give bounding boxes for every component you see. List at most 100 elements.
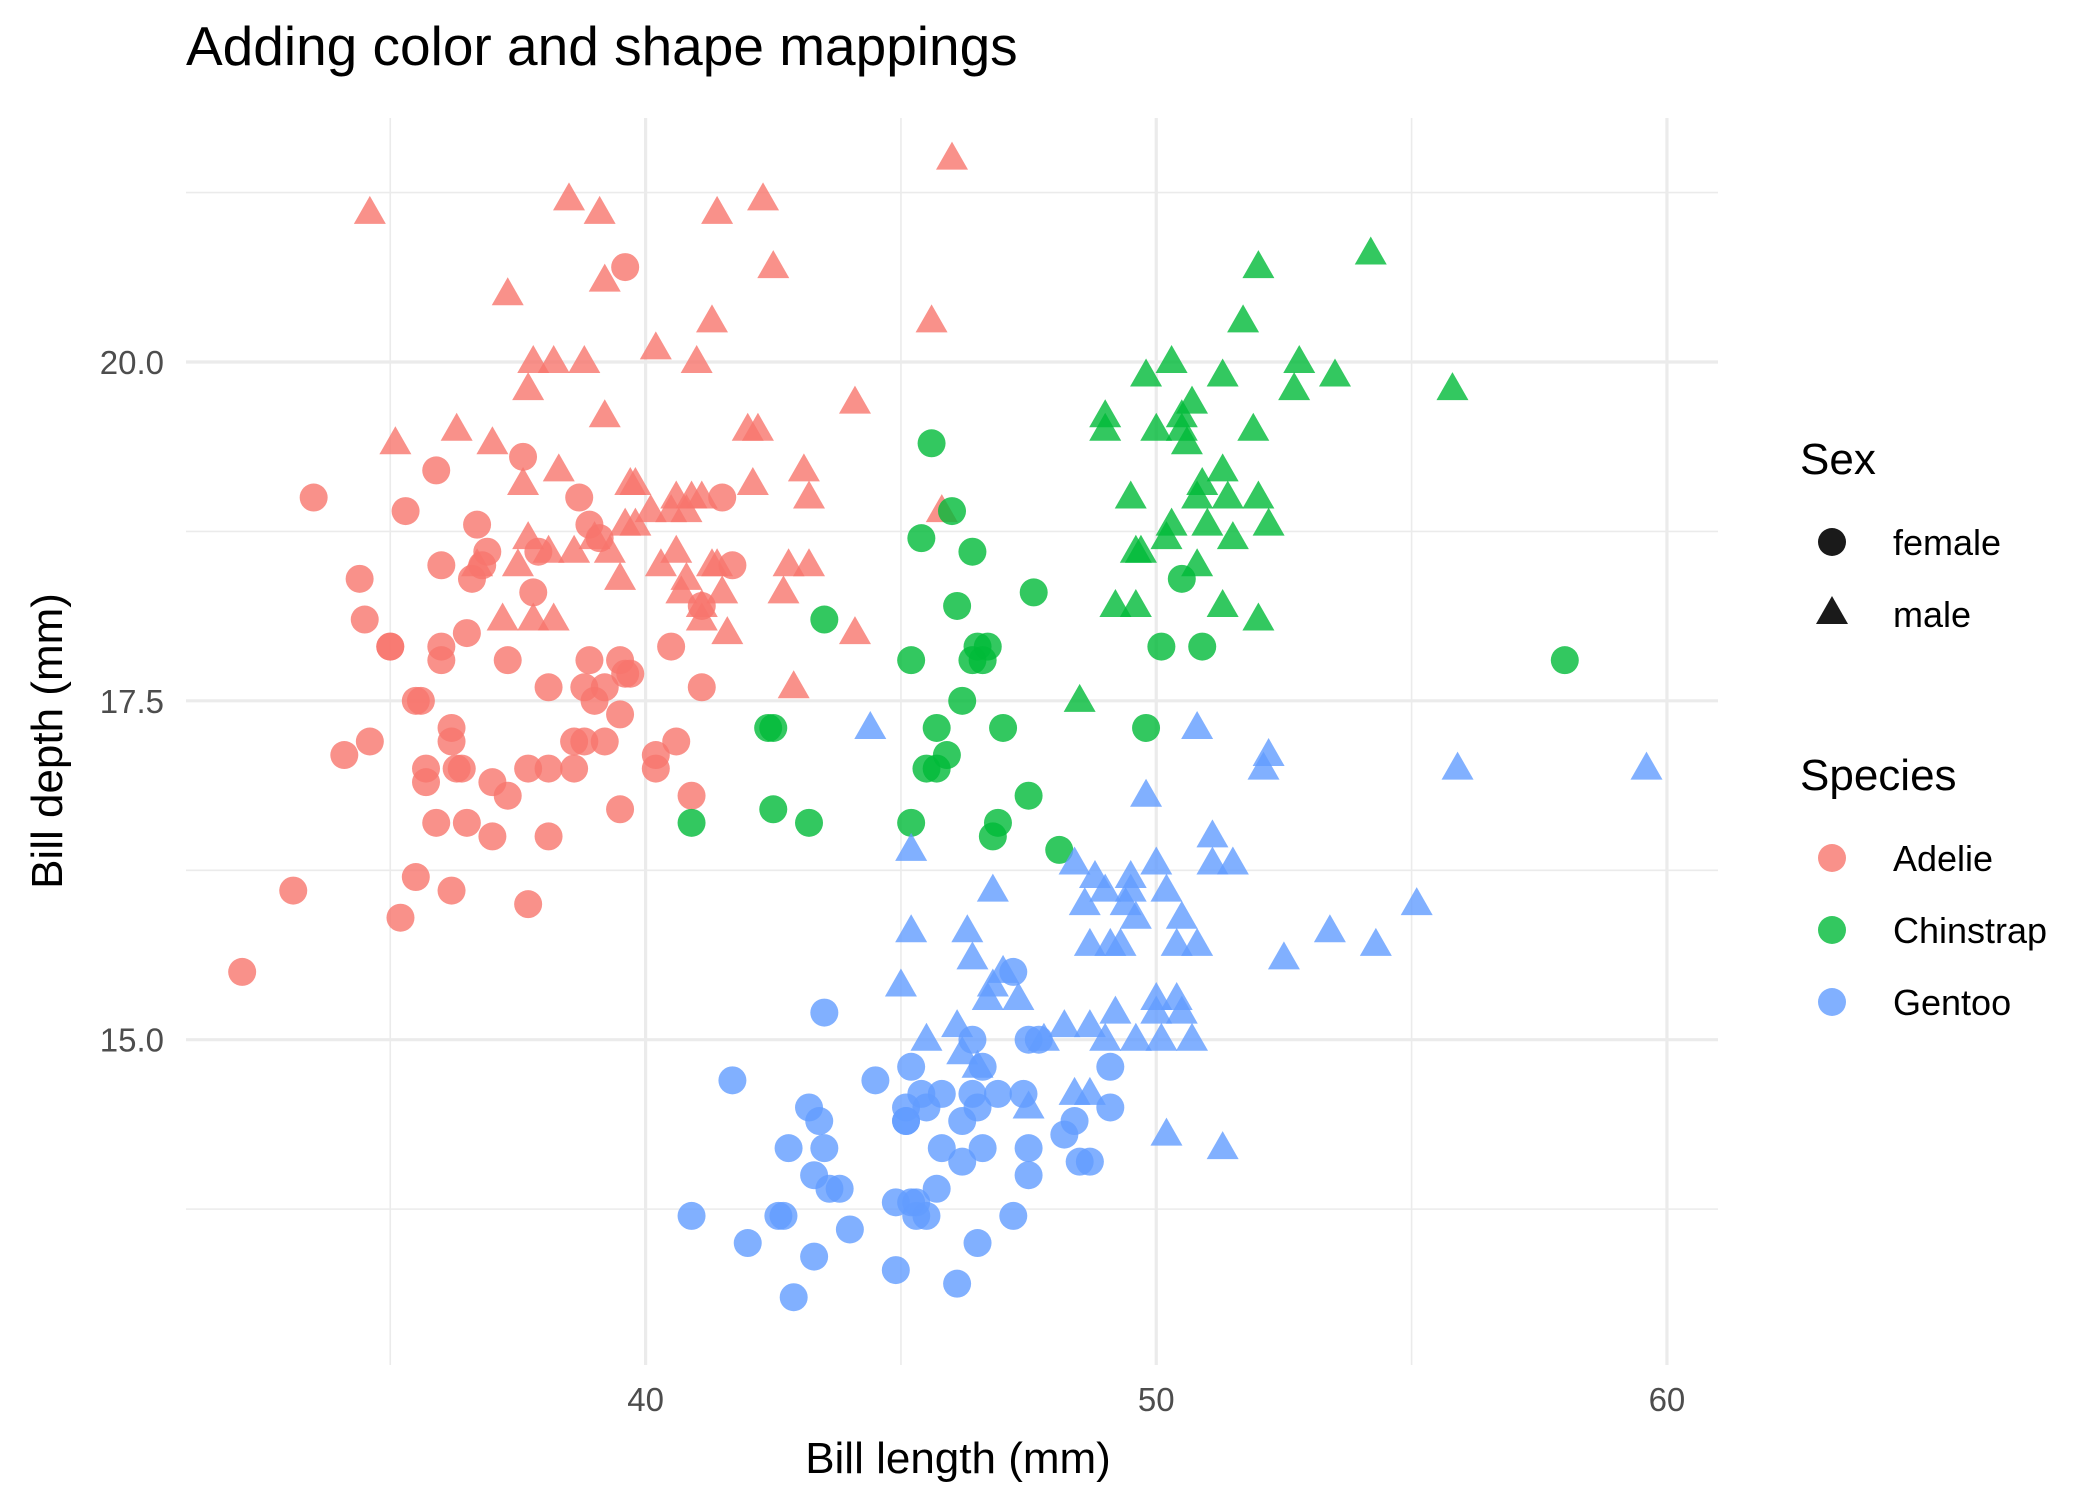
data-point [895, 914, 928, 943]
y-axis-ticks: 15.0 17.5 20.0 [100, 344, 164, 1059]
data-point [706, 575, 739, 604]
data-point [1206, 588, 1239, 617]
data-point [391, 497, 420, 526]
data-point [575, 646, 604, 675]
data-point [447, 754, 476, 783]
data-point [463, 510, 492, 539]
legend-sex-title: Sex [1800, 435, 1876, 484]
data-point [1155, 507, 1188, 536]
data-point [379, 426, 412, 455]
data-point [1132, 713, 1161, 742]
data-point [1073, 1009, 1106, 1038]
data-point [534, 673, 563, 702]
data-point [1058, 1076, 1091, 1105]
data-point [1176, 385, 1209, 414]
data-point [422, 808, 451, 837]
data-point [1441, 751, 1474, 780]
data-point [1048, 1009, 1081, 1038]
data-point [1089, 399, 1122, 428]
data-point [606, 700, 635, 729]
data-point [1196, 819, 1229, 848]
data-point [604, 561, 637, 590]
data-point [558, 534, 591, 563]
data-point [512, 521, 545, 550]
data-point [1227, 304, 1260, 333]
data-point [736, 466, 769, 495]
data-point [854, 710, 887, 739]
data-point [787, 453, 820, 482]
data-point [912, 1201, 941, 1230]
data-point [542, 453, 575, 482]
data-point [1313, 914, 1346, 943]
data-point [677, 1201, 706, 1230]
data-point [774, 1134, 803, 1163]
data-point [948, 686, 977, 715]
data-point [1170, 426, 1203, 455]
data-point [355, 727, 384, 756]
data-point [1400, 887, 1433, 916]
data-point [1119, 900, 1152, 929]
y-axis-title: Bill depth (mm) [23, 593, 72, 889]
data-point [1075, 1147, 1104, 1176]
data-point [279, 876, 308, 905]
data-point [452, 808, 481, 837]
legend-sex: Sex female male [1800, 435, 2001, 635]
series-adelie-male [353, 141, 968, 699]
data-point [948, 1147, 977, 1176]
data-point [1002, 982, 1035, 1011]
data-point [687, 673, 716, 702]
data-point [897, 646, 926, 675]
data-point [660, 534, 693, 563]
data-point [976, 873, 1009, 902]
data-point [611, 253, 640, 282]
x-tick-label: 60 [1649, 1381, 1686, 1418]
data-point [1140, 412, 1173, 441]
data-point [943, 591, 972, 620]
data-point [1014, 781, 1043, 810]
data-point [983, 808, 1012, 837]
data-point [927, 1134, 956, 1163]
data-point [519, 578, 548, 607]
data-point [1068, 887, 1101, 916]
data-point [1181, 548, 1214, 577]
data-point [493, 646, 522, 675]
data-point [353, 195, 386, 224]
data-point [759, 795, 788, 824]
data-point [1099, 995, 1132, 1024]
data-point [1242, 250, 1275, 279]
data-point [759, 713, 788, 742]
data-point [1206, 453, 1239, 482]
data-point [662, 727, 691, 756]
data-point [701, 548, 734, 577]
data-point [1278, 372, 1311, 401]
data-point [619, 466, 652, 495]
legend-species-title: Species [1800, 751, 1957, 800]
data-point [1027, 1022, 1060, 1051]
data-point [989, 713, 1018, 742]
data-point [478, 822, 507, 851]
data-point [583, 195, 616, 224]
data-point [897, 1052, 926, 1081]
data-point [1096, 1052, 1125, 1081]
data-point [958, 537, 987, 566]
data-point [578, 521, 611, 550]
data-point [1252, 507, 1285, 536]
data-point [861, 1066, 890, 1095]
data-point [1114, 480, 1147, 509]
data-point [677, 808, 706, 837]
data-point [1196, 846, 1229, 875]
data-point [973, 632, 1002, 661]
data-point [1130, 778, 1163, 807]
legend-sex-female-label: female [1893, 522, 2001, 563]
data-point [838, 616, 871, 645]
data-point [936, 141, 968, 170]
chart-title: Adding color and shape mappings [186, 15, 1018, 77]
data-point [718, 1066, 747, 1095]
data-point [514, 890, 543, 919]
gentoo-color-icon [1818, 988, 1846, 1016]
data-point [800, 1242, 829, 1271]
data-point [1206, 1131, 1239, 1160]
data-point [376, 632, 405, 661]
data-point [884, 968, 917, 997]
data-point [517, 602, 550, 631]
